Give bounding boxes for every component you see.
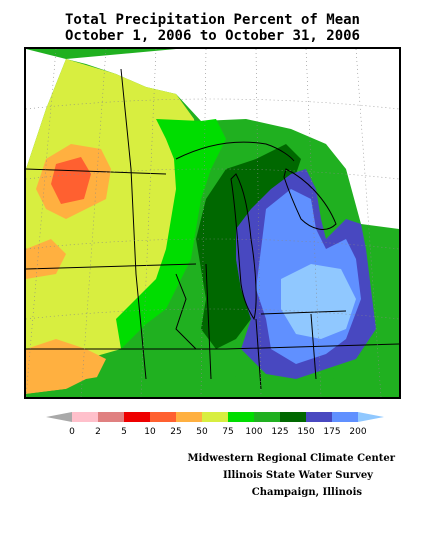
state-border (120, 68, 147, 380)
color-legend: 0 2 5 10 25 50 75 100 125 150 175 200 (38, 410, 388, 450)
legend-swatch (176, 412, 202, 422)
legend-swatch (124, 412, 150, 422)
state-border (26, 343, 400, 350)
legend-label: 25 (170, 427, 181, 437)
legend-label: 0 (69, 427, 75, 437)
legend-label: 10 (144, 427, 156, 437)
state-border (255, 318, 262, 390)
legend-swatch (306, 412, 332, 422)
state-border (25, 263, 197, 270)
legend-swatch (254, 412, 280, 422)
legend-swatch (202, 412, 228, 422)
credit-line1: Midwestern Regional Climate Center (187, 453, 395, 464)
no-data-north (66, 49, 399, 229)
state-border (205, 263, 212, 380)
legend-swatch (72, 412, 98, 422)
region-10-25 (51, 157, 91, 204)
region-75-100 (116, 119, 226, 349)
legend-label: 125 (271, 427, 288, 437)
legend-swatch (332, 412, 358, 422)
legend-label: 2 (95, 427, 101, 437)
river-border (175, 273, 197, 350)
legend-label: 150 (297, 427, 314, 437)
legend-label: 75 (222, 427, 233, 437)
precipitation-map (24, 47, 401, 399)
map-title-line2: October 1, 2006 to October 31, 2006 (64, 28, 360, 44)
legend-swatch (228, 412, 254, 422)
region-100-125-south (26, 369, 399, 397)
legend-label: 50 (196, 427, 208, 437)
legend-label: 175 (323, 427, 340, 437)
legend-swatch (280, 412, 306, 422)
legend-label: 200 (349, 427, 366, 437)
legend-arrow-left (46, 412, 72, 422)
credit-line2: Illinois State Water Survey (222, 470, 373, 481)
legend-arrow-right (358, 412, 384, 422)
lake-huron-outline (283, 168, 337, 230)
legend-label: 5 (121, 427, 127, 437)
region-over-200 (281, 264, 356, 339)
map-svg (25, 48, 400, 398)
legend-label: 100 (245, 427, 262, 437)
state-border (25, 168, 167, 175)
legend-swatch (98, 412, 124, 422)
legend-svg: 0 2 5 10 25 50 75 100 125 150 175 200 (46, 412, 384, 437)
legend-swatch (150, 412, 176, 422)
credit-line3: Champaign, Illinois (251, 487, 362, 498)
lake-superior-outline (175, 141, 295, 162)
lake-michigan-outline (230, 173, 257, 321)
map-title-line1: Total Precipitation Percent of Mean (64, 12, 360, 28)
state-border (260, 310, 347, 315)
